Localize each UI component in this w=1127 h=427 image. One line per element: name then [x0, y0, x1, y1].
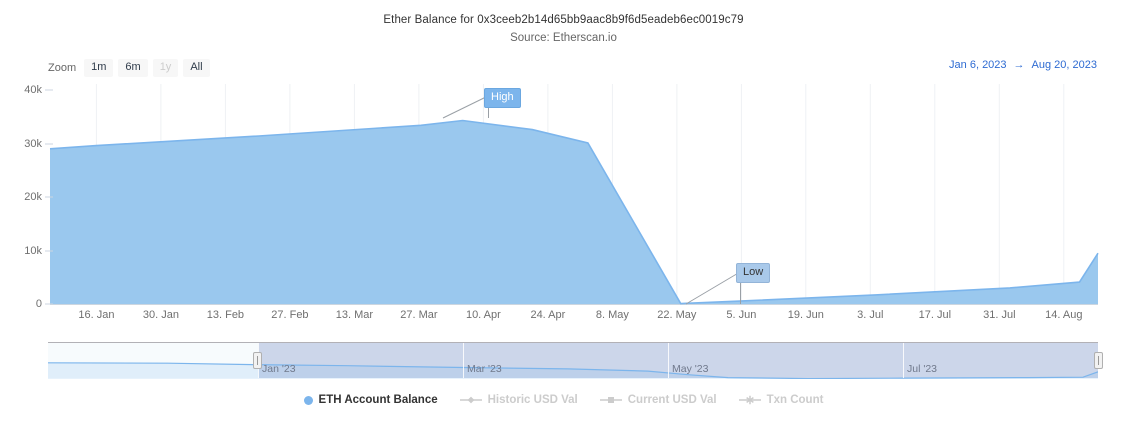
y-axis-tick-label: 20k	[24, 191, 42, 203]
x-gridlines	[95, 84, 1065, 304]
legend-label: ETH Account Balance	[318, 394, 438, 406]
x-axis-tick-label: 27. Mar	[400, 309, 438, 321]
navigator-gridline	[463, 343, 464, 378]
y-axis-tick-label: 10k	[24, 244, 42, 257]
range-to-date[interactable]: Aug 20, 2023	[1031, 59, 1097, 71]
zoom-label: Zoom	[48, 61, 77, 74]
y-axis-tick-mark	[45, 89, 53, 91]
y-axis-tick-mark	[45, 303, 53, 305]
chart-title: Ether Balance for 0x3ceeb2b14d65bb9aac8b…	[383, 14, 744, 26]
navigator-area-path	[48, 362, 1098, 379]
y-axis-tick-label: 30k	[24, 137, 42, 150]
x-axis-tick-label: 31. Jul	[983, 309, 1016, 321]
y-axis-tick-label: 0	[35, 298, 42, 310]
range-button-1y: 1y	[152, 58, 179, 77]
navigator-gridline	[903, 343, 904, 378]
range-button-6m[interactable]: 6m	[118, 58, 148, 77]
navigator-tick-may: May '23	[672, 363, 709, 375]
navigator[interactable]: Jan '23 Mar '23 May '23 Jul '23	[48, 342, 1103, 379]
range-from-date[interactable]: Jan 6, 2023	[949, 59, 1007, 71]
navigator-tick-mar: Mar '23	[467, 363, 502, 375]
navigator-top-border	[48, 342, 1098, 343]
high-flag-leader-line	[442, 95, 489, 119]
navigator-selected-range[interactable]	[258, 343, 1098, 378]
y-axis-tick-mark	[45, 250, 53, 251]
navigator-series	[48, 362, 1098, 379]
y-axis-tick-label: 40k	[24, 84, 42, 96]
legend: ETH Account Balance Historic USD Val Cur…	[0, 394, 1127, 406]
x-axis-tick-label: 24. Apr	[530, 309, 566, 321]
legend-item-eth-account-balance[interactable]: ETH Account Balance	[303, 394, 438, 406]
x-axis-tick-label: 14. Aug	[1045, 309, 1083, 321]
grip-line-icon	[1098, 356, 1099, 365]
navigator-right-handle[interactable]	[1094, 352, 1103, 369]
line-diamond-marker-icon	[459, 395, 482, 405]
legend-item-historic-usd-val[interactable]: Historic USD Val	[459, 394, 578, 406]
range-button-1m[interactable]: 1m	[84, 58, 114, 77]
x-axis-tick-label: 10. Apr	[465, 309, 501, 321]
legend-label: Historic USD Val	[487, 394, 578, 406]
series-area-eth-account-balance	[50, 120, 1098, 304]
x-axis-tick-label: 8. May	[595, 309, 629, 321]
series-line-eth-account-balance	[49, 119, 1099, 305]
x-axis-tick-label: 30. Jan	[142, 309, 179, 321]
grip-line-icon	[257, 356, 258, 365]
legend-label: Txn Count	[766, 394, 824, 406]
legend-label: Current USD Val	[627, 394, 717, 406]
x-axis-tick-label: 16. Jan	[78, 309, 115, 321]
x-axis-tick-label: 22. May	[657, 309, 697, 321]
x-axis-tick-label: 13. Mar	[335, 309, 374, 321]
x-axis-tick-label: 5. Jun	[726, 309, 757, 321]
x-axis-tick-label: 17. Jul	[918, 309, 952, 321]
range-arrow-icon: →	[1013, 59, 1025, 71]
legend-item-txn-count[interactable]: Txn Count	[738, 394, 824, 406]
circle-marker-icon	[303, 395, 313, 405]
y-axis-tick-mark	[45, 196, 53, 198]
x-axis-tick-label: 3. Jul	[857, 309, 884, 321]
high-flag[interactable]: High	[484, 88, 521, 108]
navigator-gridline	[668, 343, 669, 378]
low-flag-leader-line	[685, 271, 741, 305]
navigator-tick-jan: Jan '23	[262, 363, 296, 375]
chart-subtitle: Source: Etherscan.io	[510, 32, 617, 44]
line-star-marker-icon	[738, 395, 761, 405]
navigator-left-handle[interactable]	[253, 352, 262, 369]
range-selector: Zoom 1m 6m 1y All	[48, 58, 210, 77]
navigator-tick-jul: Jul '23	[907, 363, 938, 375]
x-axis-tick-label: 19. Jun	[787, 309, 824, 321]
range-date-inputs: Jan 6, 2023 → Aug 20, 2023	[949, 59, 1097, 71]
y-axis-tick-mark	[45, 143, 53, 144]
line-square-marker-icon	[599, 395, 622, 405]
x-axis-tick-label: 13. Feb	[206, 309, 245, 321]
range-button-all[interactable]: All	[183, 58, 210, 77]
low-flag[interactable]: Low	[736, 263, 771, 283]
title-block: Ether Balance for 0x3ceeb2b14d65bb9aac8b…	[0, 12, 1127, 46]
legend-item-current-usd-val[interactable]: Current USD Val	[599, 394, 717, 406]
x-axis-tick-label: 27. Feb	[271, 309, 309, 321]
